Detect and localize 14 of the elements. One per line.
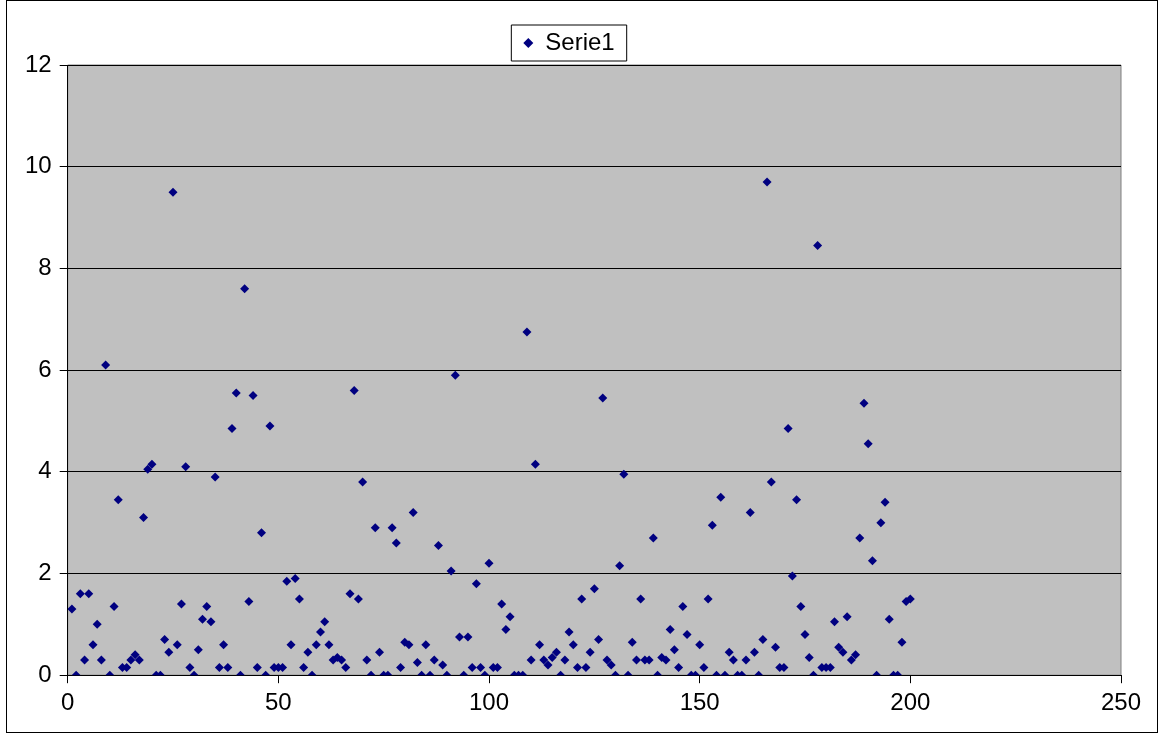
y-tick-label: 2 [38,558,52,586]
y-tick-label: 8 [38,253,52,281]
legend-label: Serie1 [545,27,615,55]
y-tick-label: 0 [38,659,52,687]
x-tick-label: 200 [890,688,931,716]
x-tick-label: 250 [1100,688,1142,716]
x-tick-label: 150 [679,688,720,716]
x-tick-label: 0 [61,688,75,716]
y-tick-label: 6 [38,354,52,382]
x-tick-label: 50 [265,688,292,716]
y-tick-label: 10 [24,151,52,179]
y-tick-label: 12 [24,49,52,77]
y-tick-label: 4 [38,456,52,484]
x-tick-label: 100 [468,688,510,716]
